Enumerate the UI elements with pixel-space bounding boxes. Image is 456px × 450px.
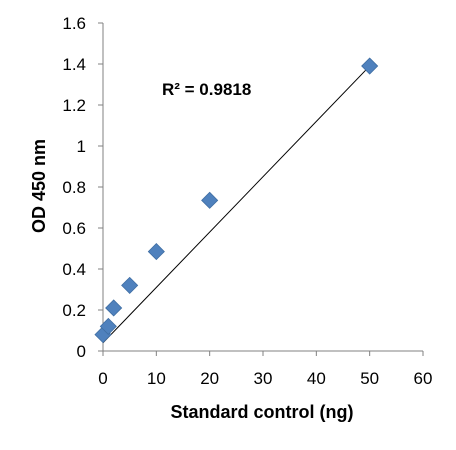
y-tick-label: 1.2 [62, 96, 86, 115]
x-tick-label: 20 [200, 369, 219, 388]
axes [102, 23, 423, 352]
data-point [361, 57, 379, 75]
trendline-line [102, 65, 371, 344]
y-tick-label: 0 [77, 342, 86, 361]
y-ticks: 0 0.2 0.4 0.6 0.8 1 1.2 1.4 1.6 [62, 14, 103, 361]
y-tick-label: 0.8 [62, 178, 86, 197]
data-point [105, 299, 123, 317]
x-tick-label: 50 [360, 369, 379, 388]
data-point [201, 191, 219, 209]
y-tick-label: 1.4 [62, 55, 86, 74]
y-tick-label: 1.6 [62, 14, 86, 33]
x-tick-label: 10 [147, 369, 166, 388]
x-axis-title: Standard control (ng) [171, 402, 354, 422]
r-squared-annotation: R² = 0.9818 [162, 80, 251, 99]
data-point [99, 317, 117, 335]
x-tick-label: 40 [307, 369, 326, 388]
x-ticks: 0 10 20 30 40 50 60 [98, 351, 432, 388]
y-tick-label: 0.2 [62, 301, 86, 320]
trendline [102, 65, 371, 344]
y-axis-title: OD 450 nm [29, 139, 49, 233]
x-tick-label: 60 [414, 369, 433, 388]
data-point [147, 243, 165, 261]
x-tick-label: 30 [254, 369, 273, 388]
y-tick-label: 0.6 [62, 219, 86, 238]
y-tick-label: 1 [77, 137, 86, 156]
x-tick-label: 0 [98, 369, 107, 388]
y-tick-label: 0.4 [62, 260, 86, 279]
data-point [121, 276, 139, 294]
data-points [94, 57, 379, 344]
